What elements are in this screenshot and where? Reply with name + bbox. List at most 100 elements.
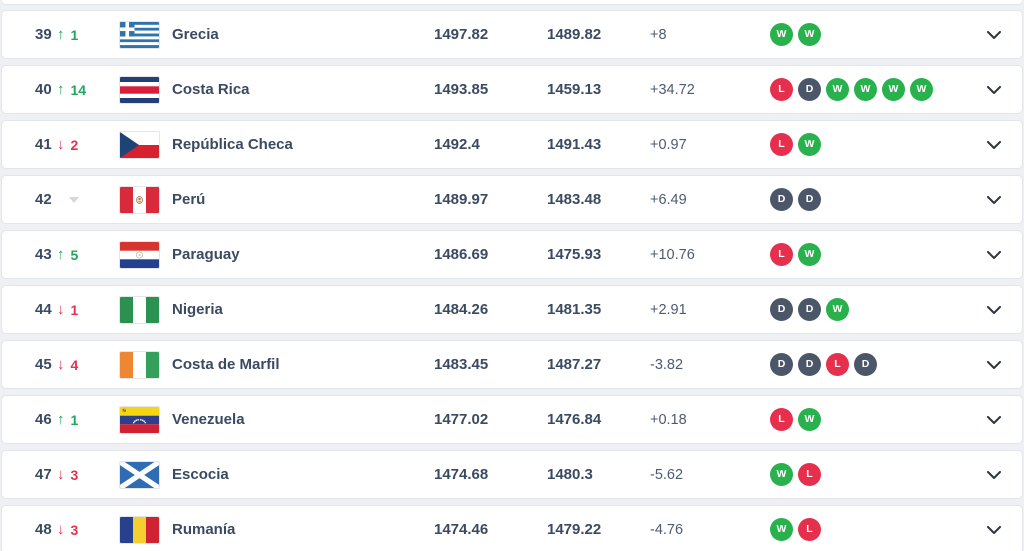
rank-number: 45: [35, 356, 52, 373]
points-change: +6.49: [650, 191, 687, 208]
draw-badge: D: [798, 188, 821, 211]
movement-down-icon: ↓: [57, 301, 65, 318]
czech-republic-flag-icon: [120, 131, 159, 158]
expand-row-button[interactable]: [966, 360, 1022, 369]
total-points: 1483.45: [434, 356, 489, 373]
movement-up-icon: ↑: [57, 246, 65, 263]
win-badge: W: [770, 23, 793, 46]
ranking-row[interactable]: 48 ↓ 3 Rumanía 1474.46 1479.22 -4.76 W L: [1, 505, 1023, 551]
points-change: +10.76: [650, 246, 695, 263]
win-badge: W: [826, 298, 849, 321]
greece-flag-icon: [120, 21, 159, 48]
country-name: Rumanía: [172, 521, 236, 538]
previous-points: 1475.93: [547, 246, 602, 263]
country-name: Perú: [172, 191, 206, 208]
country-name: Costa Rica: [172, 81, 250, 98]
previous-points: 1483.48: [547, 191, 602, 208]
ranking-row[interactable]: 42 Perú 1489.97 1483.48 +6.49 D D: [1, 175, 1023, 224]
expand-row-button[interactable]: [966, 415, 1022, 424]
rank-movement: ↓ 2: [57, 137, 120, 153]
expand-row-button[interactable]: [966, 195, 1022, 204]
chevron-down-icon: [987, 360, 1001, 369]
expand-row-button[interactable]: [966, 305, 1022, 314]
rank-movement: [57, 196, 120, 203]
ranking-row[interactable]: 41 ↓ 2 República Checa 1492.4 1491.43 +0.97 L W: [1, 120, 1023, 169]
rank-movement: ↑ 14: [57, 82, 120, 98]
movement-places: 1: [70, 411, 79, 428]
country-name: Paraguay: [172, 246, 240, 263]
costa-rica-flag-icon: [120, 76, 159, 103]
loss-badge: L: [770, 133, 793, 156]
rank-movement: ↓ 1: [57, 302, 120, 318]
draw-badge: D: [854, 353, 877, 376]
ranking-row[interactable]: 45 ↓ 4 Costa de Marfil 1483.45 1487.27 -3.82 D D…: [1, 340, 1023, 389]
ranking-row[interactable]: 46 ↑ 1 Venezuela 1477.02 1476.84 +0.18 L W: [1, 395, 1023, 444]
rank-number: 40: [35, 81, 52, 98]
expand-row-button[interactable]: [966, 470, 1022, 479]
movement-places: 4: [70, 356, 79, 373]
country-name: Grecia: [172, 26, 219, 43]
total-points: 1474.68: [434, 466, 489, 483]
romania-flag-icon: [120, 516, 159, 543]
loss-badge: L: [826, 353, 849, 376]
expand-row-button[interactable]: [966, 525, 1022, 534]
movement-up-icon: ↑: [57, 26, 65, 43]
partial-row-above: [1, 0, 1023, 5]
total-points: 1497.82: [434, 26, 489, 43]
country-name: Nigeria: [172, 301, 223, 318]
total-points: 1484.26: [434, 301, 489, 318]
ranking-row[interactable]: 39 ↑ 1 Grecia 1497.82 1489.82 +8 W W: [1, 10, 1023, 59]
chevron-down-icon: [987, 195, 1001, 204]
win-badge: W: [770, 518, 793, 541]
rank-movement: ↓ 3: [57, 467, 120, 483]
previous-points: 1487.27: [547, 356, 602, 373]
chevron-down-icon: [987, 415, 1001, 424]
previous-points: 1489.82: [547, 26, 602, 43]
movement-places: 1: [70, 26, 79, 43]
previous-points: 1491.43: [547, 136, 602, 153]
expand-row-button[interactable]: [966, 140, 1022, 149]
chevron-down-icon: [987, 305, 1001, 314]
expand-row-button[interactable]: [966, 85, 1022, 94]
win-badge: W: [854, 78, 877, 101]
ivory-coast-flag-icon: [120, 351, 159, 378]
venezuela-flag-icon: [120, 406, 159, 433]
expand-row-button[interactable]: [966, 30, 1022, 39]
country-name: Costa de Marfil: [172, 356, 280, 373]
movement-places: 14: [70, 81, 87, 98]
rank-number: 48: [35, 521, 52, 538]
chevron-down-icon: [987, 250, 1001, 259]
win-badge: W: [882, 78, 905, 101]
ranking-row[interactable]: 47 ↓ 3 Escocia 1474.68 1480.3 -5.62 W L: [1, 450, 1023, 499]
expand-row-button[interactable]: [966, 250, 1022, 259]
loss-badge: L: [770, 408, 793, 431]
peru-flag-icon: [120, 186, 159, 213]
ranking-row[interactable]: 40 ↑ 14 Costa Rica 1493.85 1459.13 +34.72 L D W W W…: [1, 65, 1023, 114]
points-change: +0.97: [650, 136, 687, 153]
loss-badge: L: [798, 463, 821, 486]
draw-badge: D: [798, 78, 821, 101]
points-change: +34.72: [650, 81, 695, 98]
total-points: 1477.02: [434, 411, 489, 428]
win-badge: W: [798, 23, 821, 46]
points-change: +2.91: [650, 301, 687, 318]
total-points: 1493.85: [434, 81, 489, 98]
country-name: Escocia: [172, 466, 229, 483]
ranking-row[interactable]: 44 ↓ 1 Nigeria 1484.26 1481.35 +2.91 D D W: [1, 285, 1023, 334]
ranking-row[interactable]: 43 ↑ 5 Paraguay 1486.69 1475.93 +10.76 L W: [1, 230, 1023, 279]
previous-points: 1481.35: [547, 301, 602, 318]
rank-movement: ↓ 3: [57, 522, 120, 538]
win-badge: W: [826, 78, 849, 101]
ranking-rows: 39 ↑ 1 Grecia 1497.82 1489.82 +8 W W 40 ↑ 14 Costa R…: [0, 10, 1024, 551]
chevron-down-icon: [987, 30, 1001, 39]
movement-down-icon: ↓: [57, 466, 65, 483]
movement-down-icon: ↓: [57, 356, 65, 373]
points-change: +8: [650, 26, 667, 43]
